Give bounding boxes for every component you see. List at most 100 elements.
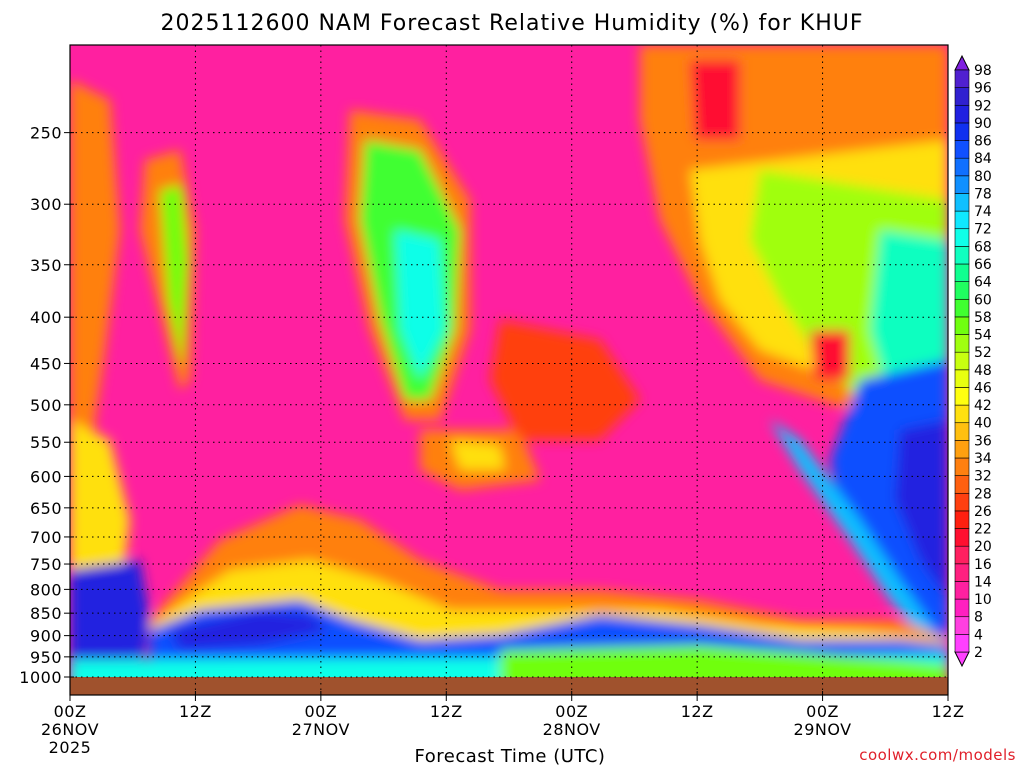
colorbar-label: 16 bbox=[974, 557, 992, 573]
colorbar-label: 68 bbox=[974, 239, 992, 255]
colorbar-swatch bbox=[954, 440, 970, 459]
colorbar-swatch bbox=[954, 263, 970, 282]
colorbar-swatch bbox=[954, 246, 970, 265]
colorbar-label: 72 bbox=[974, 222, 992, 238]
colorbar-label: 34 bbox=[974, 451, 992, 467]
heatmap-field bbox=[70, 45, 948, 695]
moist-layer-low-left bbox=[70, 560, 150, 680]
y-tick-label: 450 bbox=[30, 354, 62, 373]
colorbar-swatch bbox=[954, 69, 970, 88]
x-tick-date-label: 29NOV bbox=[794, 720, 852, 739]
colorbar-label: 58 bbox=[974, 310, 992, 326]
y-tick-label: 500 bbox=[30, 396, 62, 415]
y-tick-label: 900 bbox=[30, 627, 62, 646]
dry-pocket-upper-right-1 bbox=[690, 60, 740, 140]
colorbar-swatch bbox=[954, 104, 970, 124]
y-tick-label: 400 bbox=[30, 308, 62, 327]
colorbar-arrow-bottom bbox=[954, 651, 970, 668]
colorbar-swatch bbox=[954, 404, 970, 424]
colorbar: 2481014162022262832343640424648525458606… bbox=[954, 54, 992, 668]
colorbar-swatch bbox=[954, 281, 970, 300]
moist-column-26nov12z-core bbox=[160, 185, 188, 370]
colorbar-label: 86 bbox=[974, 134, 992, 150]
colorbar-swatch bbox=[954, 616, 970, 635]
y-tick-label: 350 bbox=[30, 256, 62, 275]
colorbar-swatch bbox=[954, 422, 970, 441]
colorbar-swatch bbox=[954, 492, 970, 512]
y-tick-label: 850 bbox=[30, 604, 62, 623]
y-tick-label: 600 bbox=[30, 467, 62, 486]
colorbar-swatch bbox=[954, 193, 970, 212]
moist-plume-27nov-inner bbox=[395, 230, 445, 380]
dry-pocket-upper-right-2 bbox=[810, 330, 850, 380]
x-tick-label: 12Z bbox=[179, 702, 212, 721]
x-tick-date-label: 27NOV bbox=[292, 720, 350, 739]
grid-lines bbox=[70, 45, 948, 695]
colorbar-label: 78 bbox=[974, 186, 992, 202]
colorbar-label: 84 bbox=[974, 151, 992, 167]
colorbar-label: 28 bbox=[974, 486, 992, 502]
colorbar-label: 60 bbox=[974, 292, 992, 308]
x-tick-label: 00Z bbox=[304, 702, 337, 721]
y-tick-label: 700 bbox=[30, 528, 62, 547]
colorbar-swatch bbox=[954, 634, 970, 653]
plot-border bbox=[69, 44, 949, 696]
colorbar-swatch bbox=[954, 140, 970, 159]
colorbar-label: 10 bbox=[974, 592, 992, 608]
colorbar-swatch bbox=[954, 563, 970, 582]
y-tick-label: 300 bbox=[30, 195, 62, 214]
x-tick-date-label: 26NOV bbox=[41, 720, 99, 739]
colorbar-swatch bbox=[954, 175, 970, 194]
colorbar-label: 4 bbox=[974, 627, 983, 643]
colorbar-swatch bbox=[954, 157, 970, 177]
moist-patch-mid-core bbox=[450, 440, 505, 470]
x-axis-label: Forecast Time (UTC) bbox=[415, 746, 606, 767]
colorbar-label: 66 bbox=[974, 257, 992, 273]
colorbar-swatch bbox=[954, 316, 970, 335]
x-tick-label: 00Z bbox=[806, 702, 839, 721]
colorbar-arrow-top bbox=[954, 54, 970, 71]
colorbar-label: 54 bbox=[974, 328, 992, 344]
y-tick-label: 950 bbox=[30, 648, 62, 667]
colorbar-label: 98 bbox=[974, 63, 992, 79]
colorbar-label: 26 bbox=[974, 504, 992, 520]
colorbar-label: 74 bbox=[974, 204, 992, 220]
colorbar-swatch bbox=[954, 351, 970, 371]
y-tick-label: 650 bbox=[30, 499, 62, 518]
colorbar-label: 48 bbox=[974, 363, 992, 379]
colorbar-swatch bbox=[954, 510, 970, 529]
colorbar-label: 32 bbox=[974, 469, 992, 485]
colorbar-swatch bbox=[954, 475, 970, 494]
colorbar-swatch bbox=[954, 122, 970, 141]
colorbar-swatch bbox=[954, 528, 970, 547]
colorbar-swatch bbox=[954, 457, 970, 476]
x-tick-label: 00Z bbox=[555, 702, 588, 721]
y-tick-label: 800 bbox=[30, 580, 62, 599]
saturated-region-right-core bbox=[895, 420, 948, 600]
colorbar-label: 2 bbox=[974, 645, 983, 661]
chart-title: 2025112600 NAM Forecast Relative Humidit… bbox=[160, 11, 863, 36]
colorbar-swatch bbox=[954, 228, 970, 247]
colorbar-label: 64 bbox=[974, 275, 992, 291]
x-tick-label: 12Z bbox=[681, 702, 714, 721]
ground-surface bbox=[70, 677, 948, 695]
colorbar-swatch bbox=[954, 387, 970, 406]
colorbar-label: 80 bbox=[974, 169, 992, 185]
colorbar-swatch bbox=[954, 598, 970, 618]
colorbar-label: 40 bbox=[974, 416, 992, 432]
x-tick-label: 12Z bbox=[932, 702, 965, 721]
colorbar-label: 92 bbox=[974, 98, 992, 114]
colorbar-label: 46 bbox=[974, 380, 992, 396]
colorbar-swatch bbox=[954, 334, 970, 353]
x-tick-date-label: 28NOV bbox=[543, 720, 601, 739]
x-tick-label: 12Z bbox=[430, 702, 463, 721]
colorbar-swatch bbox=[954, 298, 970, 318]
colorbar-label: 90 bbox=[974, 116, 992, 132]
colorbar-swatch bbox=[954, 210, 970, 230]
colorbar-label: 20 bbox=[974, 539, 992, 555]
colorbar-swatch bbox=[954, 545, 970, 565]
colorbar-label: 14 bbox=[974, 574, 992, 590]
x-tick-year-label: 2025 bbox=[49, 738, 92, 757]
